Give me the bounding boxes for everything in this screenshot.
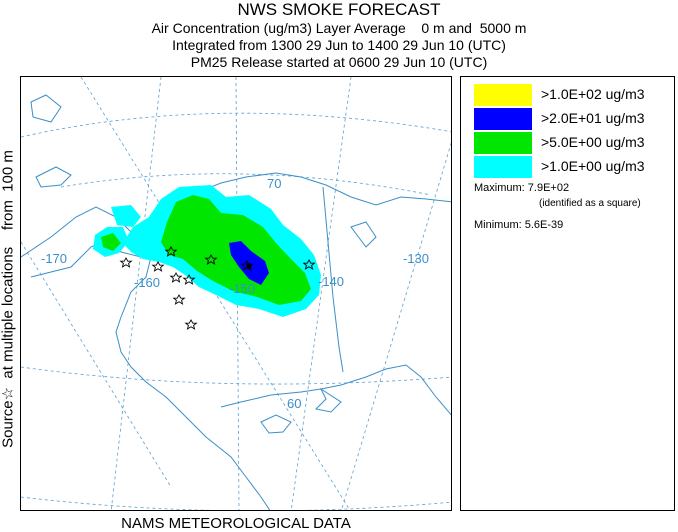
source-star <box>204 254 218 265</box>
label-lon-140: -140 <box>318 274 344 289</box>
source-star <box>184 319 198 330</box>
source-star <box>164 246 178 257</box>
legend-label: >1.0E+00 ug/m3 <box>541 158 645 174</box>
legend-item-100: >1.0E+02 ug/m3 <box>474 84 674 106</box>
border-alaska-canada <box>322 186 344 373</box>
parallel-line <box>21 496 451 510</box>
meridian-line <box>341 142 451 510</box>
legend-maximum: Maximum: 7.9E+02 <box>474 182 570 194</box>
source-star <box>169 272 183 283</box>
coastline-gulf <box>220 364 451 416</box>
legend-swatch-green <box>474 132 532 154</box>
meridian-line <box>80 77 351 510</box>
source-markers <box>119 246 316 330</box>
label-lon-150: -150 <box>229 281 255 296</box>
graticule-labels: -170 -160 -150 -140 -130 70 60 <box>41 176 429 411</box>
graticule <box>21 77 451 510</box>
label-lon-170: -170 <box>41 251 67 266</box>
legend-item-20: >2.0E+01 ug/m3 <box>474 108 674 130</box>
legend-swatch-yellow <box>474 84 532 106</box>
label-lat-60: 60 <box>287 396 301 411</box>
meridian-line <box>110 77 162 510</box>
coastline-wrangel <box>35 166 72 188</box>
coastline-arctic-island <box>30 94 62 123</box>
legend-label: >2.0E+01 ug/m3 <box>541 110 645 126</box>
forecast-title: NWS SMOKE FORECAST <box>237 0 441 19</box>
meridian-line <box>290 77 352 510</box>
parallel-line-70 <box>60 173 432 196</box>
coastline-kenai <box>314 387 342 413</box>
lake-outline <box>350 221 377 248</box>
legend-item-1: >1.0E+00 ug/m3 <box>474 156 674 178</box>
legend-label: >1.0E+02 ug/m3 <box>541 86 645 102</box>
smoke-map: -170 -160 -150 -140 -130 70 60 <box>20 76 452 511</box>
label-lon-160: -160 <box>134 275 160 290</box>
legend-swatch-blue <box>474 108 532 130</box>
maximum-square <box>246 263 252 269</box>
coastline <box>21 94 451 510</box>
map-canvas: -170 -160 -150 -140 -130 70 60 <box>21 77 451 510</box>
source-star <box>302 259 316 270</box>
source-star <box>172 294 186 305</box>
integration-period: Integrated from 1300 29 Jun to 1400 29 J… <box>172 37 506 53</box>
release-info: PM25 Release started at 0600 29 Jun 10 (… <box>190 54 488 70</box>
source-side-label: Source☆ at multiple locations from 100 m <box>0 150 17 448</box>
coastline-kodiak <box>260 414 292 434</box>
legend-minimum: Minimum: 5.6E-39 <box>474 219 564 231</box>
legend-swatch-cyan <box>474 156 532 178</box>
plume-patch-2 <box>111 205 141 227</box>
met-data-footer: NAMS METEOROLOGICAL DATA <box>121 515 351 532</box>
coastline-west-alaska <box>115 316 271 510</box>
legend: >1.0E+02 ug/m3 >2.0E+01 ug/m3 >5.0E+00 u… <box>460 76 675 511</box>
legend-item-5: >5.0E+00 ug/m3 <box>474 132 674 154</box>
source-star <box>151 261 165 272</box>
smoke-plume <box>93 185 321 317</box>
legend-label: >5.0E+00 ug/m3 <box>541 134 645 150</box>
plume-contour-20 <box>229 241 269 285</box>
plume-patch-3 <box>101 233 121 251</box>
parallel-line <box>21 112 451 138</box>
label-lat-70: 70 <box>267 176 281 191</box>
parallel-line-60 <box>21 366 451 385</box>
label-lon-130: -130 <box>403 251 429 266</box>
concentration-subtitle: Air Concentration (ug/m3) Layer Average … <box>151 20 527 36</box>
source-star <box>119 257 133 268</box>
legend-maximum-note: (identified as a square) <box>539 198 641 209</box>
source-star <box>182 274 196 285</box>
